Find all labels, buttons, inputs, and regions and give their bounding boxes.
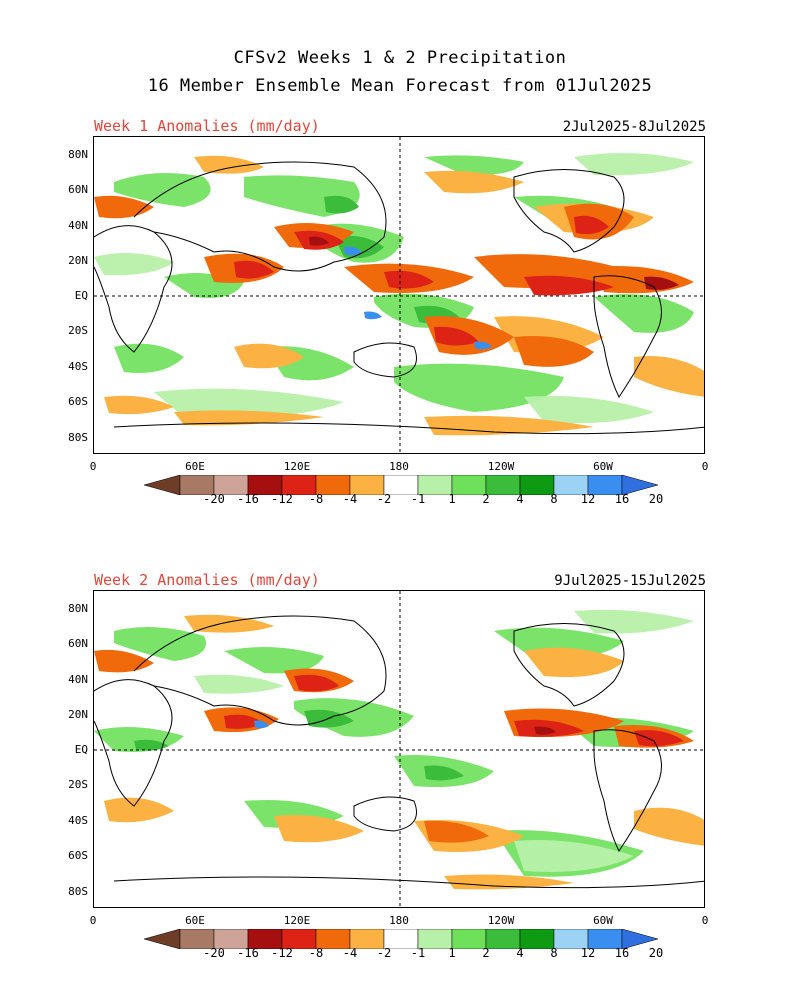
colorbar-label: -12 — [271, 492, 293, 506]
lon-tick-180: 180 — [389, 460, 409, 473]
colorbar-label: 12 — [580, 492, 596, 506]
colorbar-label: -16 — [237, 946, 259, 960]
colorbar-label: -12 — [271, 946, 293, 960]
colorbar-label: -2 — [376, 492, 392, 506]
lon-tick-0-right: 0 — [701, 460, 709, 473]
colorbar-label: -20 — [203, 946, 225, 960]
colorbar-label: -2 — [376, 946, 392, 960]
lat-tick-80n: 80N — [68, 148, 88, 161]
lon-tick-120e: 120E — [283, 460, 311, 473]
lat-tick-20s: 20S — [68, 324, 88, 337]
colorbar-end-wet — [621, 928, 659, 950]
lon-tick-0: 0 — [89, 460, 97, 473]
colorbar-label: 2 — [482, 946, 490, 960]
lon-tick-180: 180 — [389, 914, 409, 927]
week1-colorbar — [143, 474, 659, 496]
colorbar-label: -1 — [410, 946, 426, 960]
lat-tick-60n: 60N — [68, 183, 88, 196]
colorbar-label: 16 — [614, 946, 630, 960]
colorbar-label: -16 — [237, 492, 259, 506]
colorbar-label: -8 — [308, 492, 324, 506]
colorbar-end-wet — [621, 474, 659, 496]
week1-dates: 2Jul2025-8Jul2025 — [562, 119, 706, 135]
lon-tick-60e: 60E — [185, 460, 205, 473]
colorbar-label: -4 — [342, 492, 358, 506]
lat-tick-20n: 20N — [68, 254, 88, 267]
week1-label: Week 1 Anomalies (mm/day) — [94, 117, 320, 135]
lat-tick-eq: EQ — [74, 743, 88, 756]
colorbar-label: 1 — [448, 492, 456, 506]
lat-tick-80s: 80S — [68, 885, 88, 898]
lon-tick-120w: 120W — [487, 914, 515, 927]
week2-anomaly-field — [94, 591, 704, 907]
colorbar-label: 8 — [550, 492, 558, 506]
lon-tick-0-right: 0 — [701, 914, 709, 927]
week2-colorbar — [143, 928, 659, 950]
lat-tick-40n: 40N — [68, 673, 88, 686]
colorbar-label: 1 — [448, 946, 456, 960]
colorbar-end-dry — [143, 928, 181, 950]
lat-tick-80n: 80N — [68, 602, 88, 615]
week2-dates: 9Jul2025-15Jul2025 — [554, 573, 706, 589]
week1-map — [93, 136, 705, 454]
lon-tick-60w: 60W — [593, 460, 613, 473]
colorbar-label: 2 — [482, 492, 490, 506]
colorbar-label: 8 — [550, 946, 558, 960]
lon-tick-60e: 60E — [185, 914, 205, 927]
week1-anomaly-field — [94, 137, 704, 453]
week1-colorbar-swatches — [143, 474, 659, 496]
lon-tick-60w: 60W — [593, 914, 613, 927]
lat-tick-40s: 40S — [68, 360, 88, 373]
lon-tick-0: 0 — [89, 914, 97, 927]
colorbar-end-dry — [143, 474, 181, 496]
lat-tick-40n: 40N — [68, 219, 88, 232]
colorbar-label: 16 — [614, 492, 630, 506]
colorbar-label: 12 — [580, 946, 596, 960]
lat-tick-60n: 60N — [68, 637, 88, 650]
week2-label: Week 2 Anomalies (mm/day) — [94, 571, 320, 589]
colorbar-label: -1 — [410, 492, 426, 506]
lat-tick-80s: 80S — [68, 431, 88, 444]
lon-tick-120e: 120E — [283, 914, 311, 927]
colorbar-label: 4 — [516, 492, 524, 506]
colorbar-label: -8 — [308, 946, 324, 960]
colorbar-label: -4 — [342, 946, 358, 960]
lat-tick-40s: 40S — [68, 814, 88, 827]
lat-tick-20n: 20N — [68, 708, 88, 721]
lat-tick-60s: 60S — [68, 395, 88, 408]
colorbar-label: 20 — [648, 492, 664, 506]
lat-tick-eq: EQ — [74, 289, 88, 302]
chart-title: CFSv2 Weeks 1 & 2 Precipitation — [233, 48, 567, 68]
lat-tick-60s: 60S — [68, 849, 88, 862]
lon-tick-120w: 120W — [487, 460, 515, 473]
colorbar-label: -20 — [203, 492, 225, 506]
colorbar-label: 20 — [648, 946, 664, 960]
lat-tick-20s: 20S — [68, 778, 88, 791]
colorbar-label: 4 — [516, 946, 524, 960]
week2-map — [93, 590, 705, 908]
chart-subtitle: 16 Member Ensemble Mean Forecast from 01… — [147, 76, 653, 96]
